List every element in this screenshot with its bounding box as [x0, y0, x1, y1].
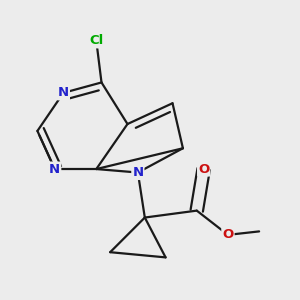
- Text: N: N: [58, 86, 69, 99]
- Text: N: N: [49, 163, 60, 176]
- Text: O: O: [198, 163, 209, 176]
- Text: Cl: Cl: [89, 34, 103, 47]
- Text: N: N: [132, 166, 143, 179]
- Text: O: O: [222, 228, 234, 242]
